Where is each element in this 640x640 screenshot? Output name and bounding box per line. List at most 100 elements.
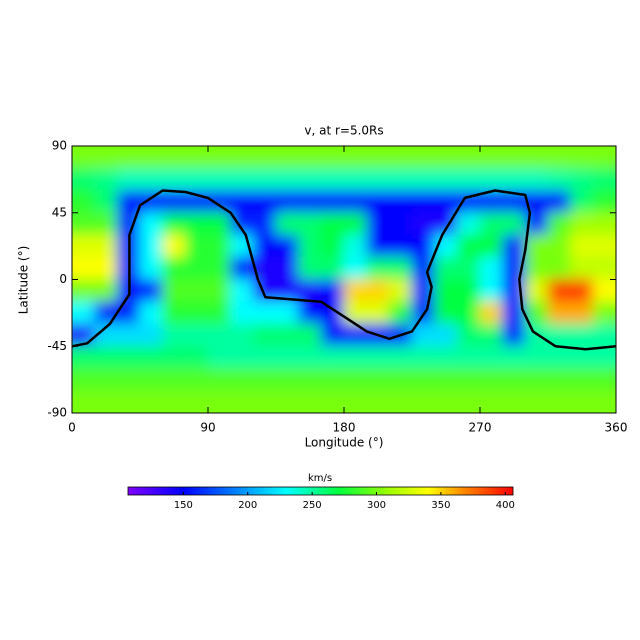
heatmap-cell xyxy=(320,212,345,236)
heatmap-cell xyxy=(524,190,549,214)
heatmap-cell xyxy=(592,212,616,236)
heatmap-cell xyxy=(388,256,413,280)
heatmap-cell xyxy=(456,323,481,347)
heatmap-cell xyxy=(94,301,118,325)
heatmap-cell xyxy=(456,279,481,303)
heatmap-cell xyxy=(275,390,300,413)
heatmap-cell xyxy=(592,279,616,303)
heatmap-cell xyxy=(388,234,413,258)
heatmap-cell xyxy=(94,146,118,169)
heatmap-cell xyxy=(479,212,504,236)
heatmap-cell xyxy=(139,390,164,413)
heatmap-cell xyxy=(592,390,616,413)
heatmap-cell xyxy=(298,345,322,369)
heatmap-cell xyxy=(162,390,186,413)
heatmap-cell xyxy=(207,256,232,280)
heatmap-cell xyxy=(207,323,232,347)
heatmap-cell xyxy=(275,301,300,325)
heatmap-cell xyxy=(343,167,368,191)
heatmap-cell xyxy=(72,146,96,169)
heatmap-cell xyxy=(162,301,186,325)
x-tick-label: 90 xyxy=(200,421,215,435)
heatmap-cell xyxy=(524,345,549,369)
heatmap-cell xyxy=(207,167,232,191)
heatmap-cell xyxy=(343,279,368,303)
heatmap-cell xyxy=(320,301,345,325)
heatmap-cell xyxy=(184,390,209,413)
heatmap-cell xyxy=(592,368,616,392)
heatmap-cell xyxy=(388,279,413,303)
heatmap-cell xyxy=(366,279,390,303)
heatmap-cell xyxy=(524,256,549,280)
heatmap-cell xyxy=(252,146,277,169)
heatmap-cell xyxy=(456,256,481,280)
heatmap-cell xyxy=(207,368,232,392)
heatmap-cell xyxy=(207,146,232,169)
heatmap-cell xyxy=(116,301,141,325)
heatmap-cell xyxy=(72,279,96,303)
heatmap-cell xyxy=(162,167,186,191)
heatmap-cell xyxy=(184,301,209,325)
heatmap-cell xyxy=(275,279,300,303)
x-tick-label: 360 xyxy=(605,421,628,435)
heatmap-cell xyxy=(139,167,164,191)
heatmap-cell xyxy=(139,212,164,236)
heatmap-cell xyxy=(343,234,368,258)
heatmap-cell xyxy=(434,323,458,347)
heatmap-cell xyxy=(366,301,390,325)
y-tick-label: 45 xyxy=(52,205,67,219)
heatmap-cell xyxy=(162,146,186,169)
heatmap-cell xyxy=(570,345,594,369)
heatmap-cell xyxy=(252,212,277,236)
heatmap-cell xyxy=(139,323,164,347)
heatmap-cell xyxy=(524,146,549,169)
heatmap-cell xyxy=(343,323,368,347)
heatmap-cell xyxy=(570,368,594,392)
heatmap-cell xyxy=(320,345,345,369)
heatmap-cell xyxy=(547,212,572,236)
heatmap-cell xyxy=(139,190,164,214)
heatmap-cell xyxy=(411,146,436,169)
heatmap-cell xyxy=(139,279,164,303)
heatmap-cell xyxy=(184,234,209,258)
heatmap-cell xyxy=(547,323,572,347)
heatmap-cell xyxy=(184,146,209,169)
heatmap-cell xyxy=(320,146,345,169)
heatmap-cell xyxy=(366,167,390,191)
heatmap-cell xyxy=(547,279,572,303)
colorbar xyxy=(127,486,514,496)
heatmap-cell xyxy=(343,190,368,214)
heatmap-cell xyxy=(366,256,390,280)
y-tick-label: -90 xyxy=(47,406,67,420)
heatmap-cell xyxy=(139,234,164,258)
heatmap-cell xyxy=(524,234,549,258)
heatmap-cell xyxy=(366,190,390,214)
heatmap-cell xyxy=(275,212,300,236)
heatmap-cell xyxy=(116,146,141,169)
heatmap-cell xyxy=(252,167,277,191)
heatmap-cell xyxy=(162,368,186,392)
heatmap-cell xyxy=(524,212,549,236)
heatmap-cell xyxy=(230,256,254,280)
heatmap-cell xyxy=(94,368,118,392)
heatmap-cell xyxy=(72,212,96,236)
heatmap-cell xyxy=(366,345,390,369)
heatmap-cell xyxy=(502,301,526,325)
heatmap-cell xyxy=(592,146,616,169)
heatmap-cell xyxy=(343,345,368,369)
heatmap-cell xyxy=(479,190,504,214)
heatmap-cell xyxy=(320,390,345,413)
heatmap-cell xyxy=(72,390,96,413)
heatmap-cell xyxy=(116,323,141,347)
heatmap-cell xyxy=(366,390,390,413)
heatmap-cell xyxy=(366,146,390,169)
heatmap-cell xyxy=(252,234,277,258)
heatmap-cell xyxy=(479,279,504,303)
heatmap-cell xyxy=(298,190,322,214)
y-tick-label: 90 xyxy=(52,139,67,153)
heatmap-cell xyxy=(570,323,594,347)
heatmap-cell xyxy=(592,234,616,258)
heatmap-cell xyxy=(320,279,345,303)
heatmap-cell xyxy=(298,146,322,169)
